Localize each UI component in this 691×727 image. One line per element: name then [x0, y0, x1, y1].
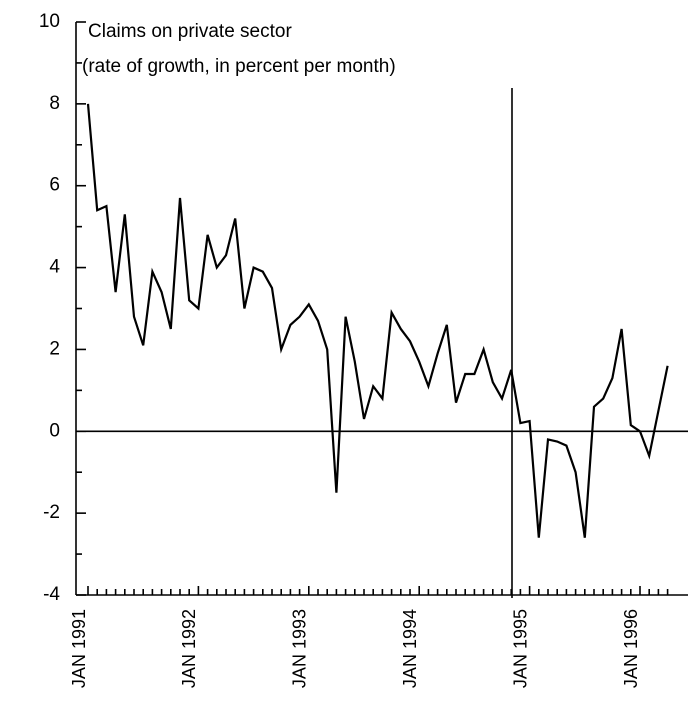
x-tick-label: JAN 1996 — [621, 609, 641, 688]
y-tick-label: -4 — [43, 584, 60, 605]
x-tick-label: JAN 1991 — [69, 609, 89, 688]
x-tick-label: JAN 1995 — [510, 609, 530, 688]
y-tick-label: 10 — [39, 11, 60, 32]
y-tick-label: 6 — [49, 175, 60, 196]
data-line — [86, 103, 669, 538]
chart-subtitle: (rate of growth, in percent per month) — [82, 56, 396, 77]
x-tick-label: JAN 1992 — [179, 609, 199, 688]
x-tick-label: JAN 1993 — [290, 609, 310, 688]
y-tick-label: 8 — [49, 93, 60, 114]
y-tick-label: 4 — [49, 257, 60, 278]
chart-title: Claims on private sector — [88, 21, 292, 42]
y-tick-label: -2 — [43, 502, 60, 523]
y-tick-label: 0 — [49, 420, 60, 441]
y-tick-label: 2 — [49, 338, 60, 359]
x-tick-label: JAN 1994 — [400, 609, 420, 688]
